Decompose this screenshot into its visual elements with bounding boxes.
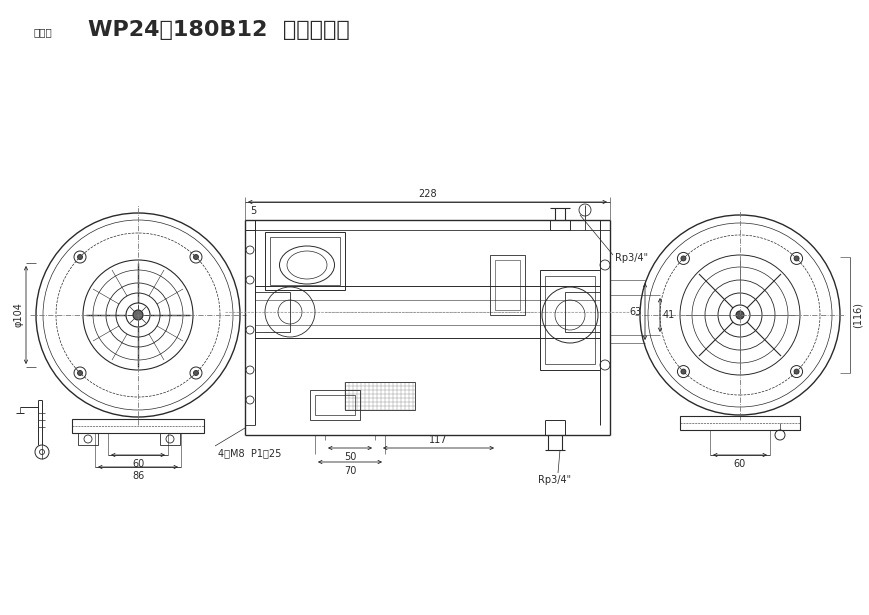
Text: Rp3/4": Rp3/4" [539,475,572,485]
Circle shape [194,255,198,260]
Bar [160,433,180,445]
Circle shape [133,310,143,320]
Text: WP24－180B12  ミズポンプ: WP24－180B12 ミズポンプ [88,20,349,40]
Bar [270,237,340,285]
Bar [495,260,520,310]
Bar [540,270,600,370]
Circle shape [77,255,83,260]
Bar [345,382,415,410]
Text: 41: 41 [663,310,675,320]
Text: 50: 50 [344,452,356,462]
Text: φ104: φ104 [13,303,23,327]
Circle shape [681,256,686,261]
Bar [310,390,360,420]
Bar [255,286,600,338]
Text: 86: 86 [132,471,144,481]
Text: 117: 117 [429,435,448,445]
Circle shape [681,369,686,374]
Text: 70: 70 [344,466,356,476]
Text: 60: 60 [734,459,746,469]
Circle shape [194,370,198,376]
Bar [72,419,204,433]
Bar [255,292,290,332]
Bar [78,433,98,445]
Circle shape [736,311,744,319]
Bar [680,416,800,430]
Text: 4－M8  P1．25: 4－M8 P1．25 [218,448,282,458]
Bar [565,292,600,332]
Circle shape [794,369,799,374]
Text: 5: 5 [250,206,256,216]
Bar [315,395,355,415]
Text: 228: 228 [418,189,437,199]
Bar [545,276,595,364]
Text: (116): (116) [853,302,863,328]
Text: 外形図: 外形図 [33,27,52,37]
Text: 60: 60 [132,459,144,469]
Bar [265,232,345,290]
Text: 63: 63 [630,306,642,317]
Bar [490,255,525,315]
Circle shape [77,370,83,376]
Text: Rp3/4": Rp3/4" [615,253,648,263]
Circle shape [794,256,799,261]
